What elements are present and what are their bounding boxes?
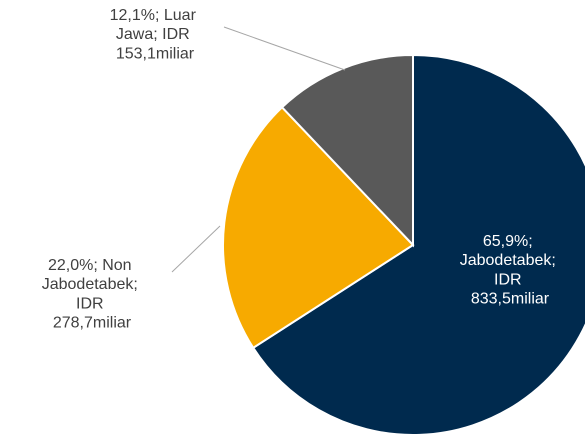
data-label: 12,1%; Luar Jawa; IDR 153,1miliar <box>110 7 201 62</box>
data-label: 22,0%; Non Jabodetabek; IDR 278,7miliar <box>42 257 143 332</box>
leader-line <box>171 225 221 273</box>
pie-slice <box>251 53 585 436</box>
data-label: 65,9%; Jabodetabek; IDR 833,5miliar <box>460 233 561 308</box>
pie-slice <box>222 105 415 350</box>
leader-line <box>223 26 346 71</box>
